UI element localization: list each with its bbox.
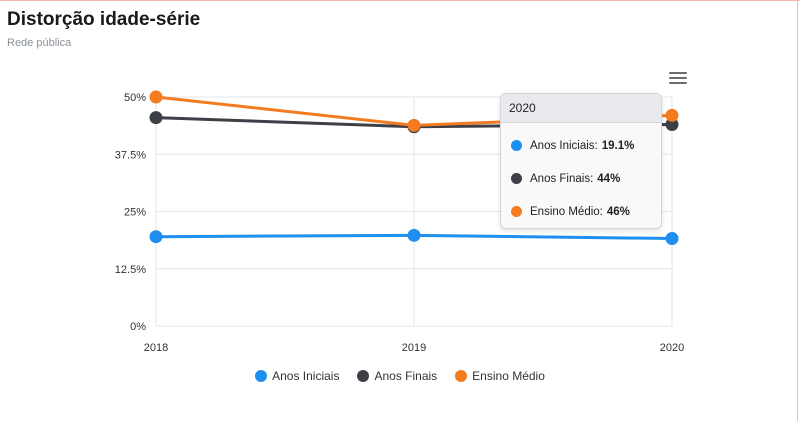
- legend-label: Ensino Médio: [472, 369, 545, 383]
- data-point: [665, 117, 679, 131]
- data-point: [407, 228, 421, 242]
- legend-item-anos-finais[interactable]: Anos Finais: [357, 369, 437, 383]
- legend-item-ensino-medio[interactable]: Ensino Médio: [455, 369, 545, 383]
- frame-border-top: [0, 0, 800, 1]
- tooltip-value: 44%: [597, 173, 621, 185]
- y-tick-label: 50%: [124, 92, 146, 104]
- legend-label: Anos Finais: [374, 369, 438, 383]
- data-point: [665, 108, 679, 122]
- tooltip-value: 46%: [606, 206, 630, 218]
- legend-item-anos-iniciais[interactable]: Anos Iniciais: [255, 369, 339, 383]
- legend-dot-icon: [455, 370, 468, 382]
- tooltip-row-anos-finais: Anos Finais: 44%: [511, 172, 620, 186]
- tooltip-label: Ensino Médio:: [530, 206, 603, 218]
- x-tick-label: 2018: [144, 342, 168, 354]
- chart-title: Distorção idade-série: [7, 9, 201, 30]
- tooltip-title: 2020: [501, 94, 661, 123]
- y-tick-label: 37.5%: [115, 149, 146, 161]
- data-point: [665, 232, 679, 246]
- hamburger-menu-icon[interactable]: [669, 72, 687, 86]
- tooltip-row-anos-iniciais: Anos Iniciais: 19.1%: [511, 139, 634, 153]
- tooltip-row-ensino-medio: Ensino Médio: 46%: [511, 205, 630, 219]
- y-tick-label: 0%: [130, 321, 146, 333]
- tooltip-value: 19.1%: [601, 140, 635, 152]
- chart-legend: Anos Iniciais Anos Finais Ensino Médio: [0, 369, 800, 383]
- legend-dot-icon: [255, 370, 268, 382]
- legend-dot-icon: [357, 370, 370, 382]
- series-dot-icon: [511, 206, 522, 217]
- frame-border-right: [797, 0, 798, 421]
- series-dot-icon: [511, 140, 522, 151]
- data-point: [149, 230, 163, 244]
- data-point: [149, 90, 163, 104]
- tooltip-label: Anos Iniciais:: [530, 140, 598, 152]
- series-dot-icon: [511, 173, 522, 184]
- x-tick-label: 2019: [402, 342, 426, 354]
- chart-tooltip: 2020 Anos Iniciais: 19.1% Anos Finais: 44%…: [500, 93, 662, 229]
- x-tick-label: 2020: [660, 342, 684, 354]
- y-tick-label: 12.5%: [115, 264, 146, 276]
- chart-subtitle: Rede pública: [7, 37, 72, 49]
- legend-label: Anos Iniciais: [272, 369, 340, 383]
- tooltip-label: Anos Finais:: [530, 173, 594, 185]
- data-point: [407, 118, 421, 132]
- data-point: [149, 111, 163, 125]
- y-tick-label: 25%: [124, 207, 146, 219]
